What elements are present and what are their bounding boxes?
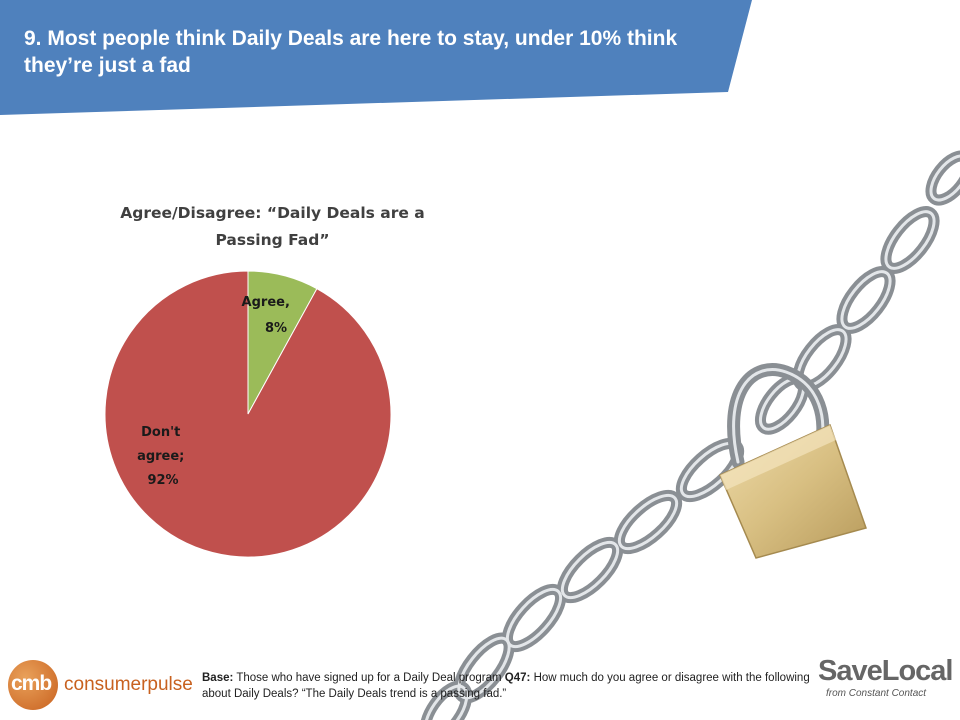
slide-title: 9. Most people think Daily Deals are her… — [24, 27, 678, 77]
cmb-logo-text: consumerpulse — [64, 674, 193, 695]
cmb-consumerpulse-logo: cmb consumerpulse — [8, 660, 198, 710]
slice-label-agree: Agree, 8% — [242, 295, 295, 336]
chart-title-line-2: Passing Fad” — [215, 231, 330, 249]
slice-label-dont-agree-value: 92% — [147, 473, 178, 488]
savelocal-logo-subtitle: from Constant Contact — [826, 688, 927, 699]
pie-slice-dont-agree — [104, 270, 392, 558]
cmb-logo-circle — [8, 660, 58, 710]
slice-label-agree-value: 8% — [265, 321, 287, 336]
chart-title: Agree/Disagree: “Daily Deals are a Passi… — [105, 200, 440, 254]
slice-label-dont-agree-line-2: agree; — [137, 449, 184, 464]
chart-title-line-1: Agree/Disagree: “Daily Deals are a — [120, 204, 425, 222]
slice-label-dont-agree-line-1: Don't — [141, 425, 180, 440]
footnote-question-label: Q47: — [504, 672, 531, 684]
footnote-question-text: How much do you agree or disagree with t… — [202, 672, 810, 700]
slice-label-dont-agree: Don't agree; 92% — [137, 425, 189, 488]
footnote: Base: Those who have signed up for a Dai… — [202, 670, 812, 702]
cmb-logo-mark: cmb — [11, 672, 52, 695]
footnote-base-label: Base: — [202, 672, 234, 684]
header-banner — [0, 0, 752, 115]
savelocal-logo-name: SaveLocal — [818, 655, 953, 687]
footnote-base-text: Those who have signed up for a Daily Dea… — [233, 672, 505, 684]
slice-label-agree-line-1: Agree, — [242, 295, 290, 310]
savelocal-logo: SaveLocal from Constant Contact — [818, 655, 953, 705]
